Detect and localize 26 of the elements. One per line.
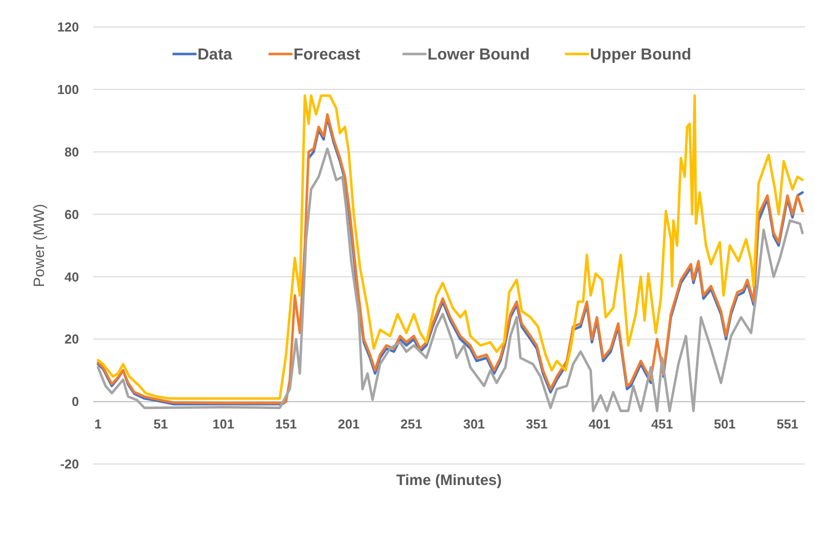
x-tick-label: 251	[400, 416, 422, 432]
y-axis-title: Power (MW)	[31, 204, 48, 288]
y-tick-label: 120	[57, 20, 79, 35]
x-axis-title: Time (Minutes)	[396, 472, 502, 489]
x-tick-label: 351	[526, 416, 548, 432]
legend-label: Lower Bound	[428, 46, 530, 64]
y-tick-label: 20	[64, 332, 79, 347]
y-tick-label: -20	[60, 456, 79, 472]
legend-label: Data	[198, 46, 232, 64]
x-tick-label: 151	[275, 416, 297, 432]
y-tick-label: 80	[64, 144, 79, 160]
y-tick-label: 0	[72, 394, 79, 410]
x-tick-label: 1	[94, 416, 102, 432]
x-tick-label: 551	[776, 416, 798, 432]
y-tick-label: 60	[64, 206, 79, 222]
x-tick-label: 401	[588, 416, 610, 432]
y-tick-label: 100	[57, 82, 79, 97]
x-tick-label: 101	[212, 416, 234, 432]
x-tick-label: 301	[463, 416, 485, 432]
x-tick-label: 451	[651, 416, 673, 432]
legend-label: Upper Bound	[590, 46, 692, 64]
x-tick-label: 51	[153, 416, 168, 432]
y-tick-label: 40	[64, 269, 79, 284]
x-tick-label: 201	[338, 416, 360, 432]
x-tick-label: 501	[714, 416, 736, 432]
legend-label: Forecast	[294, 46, 361, 64]
